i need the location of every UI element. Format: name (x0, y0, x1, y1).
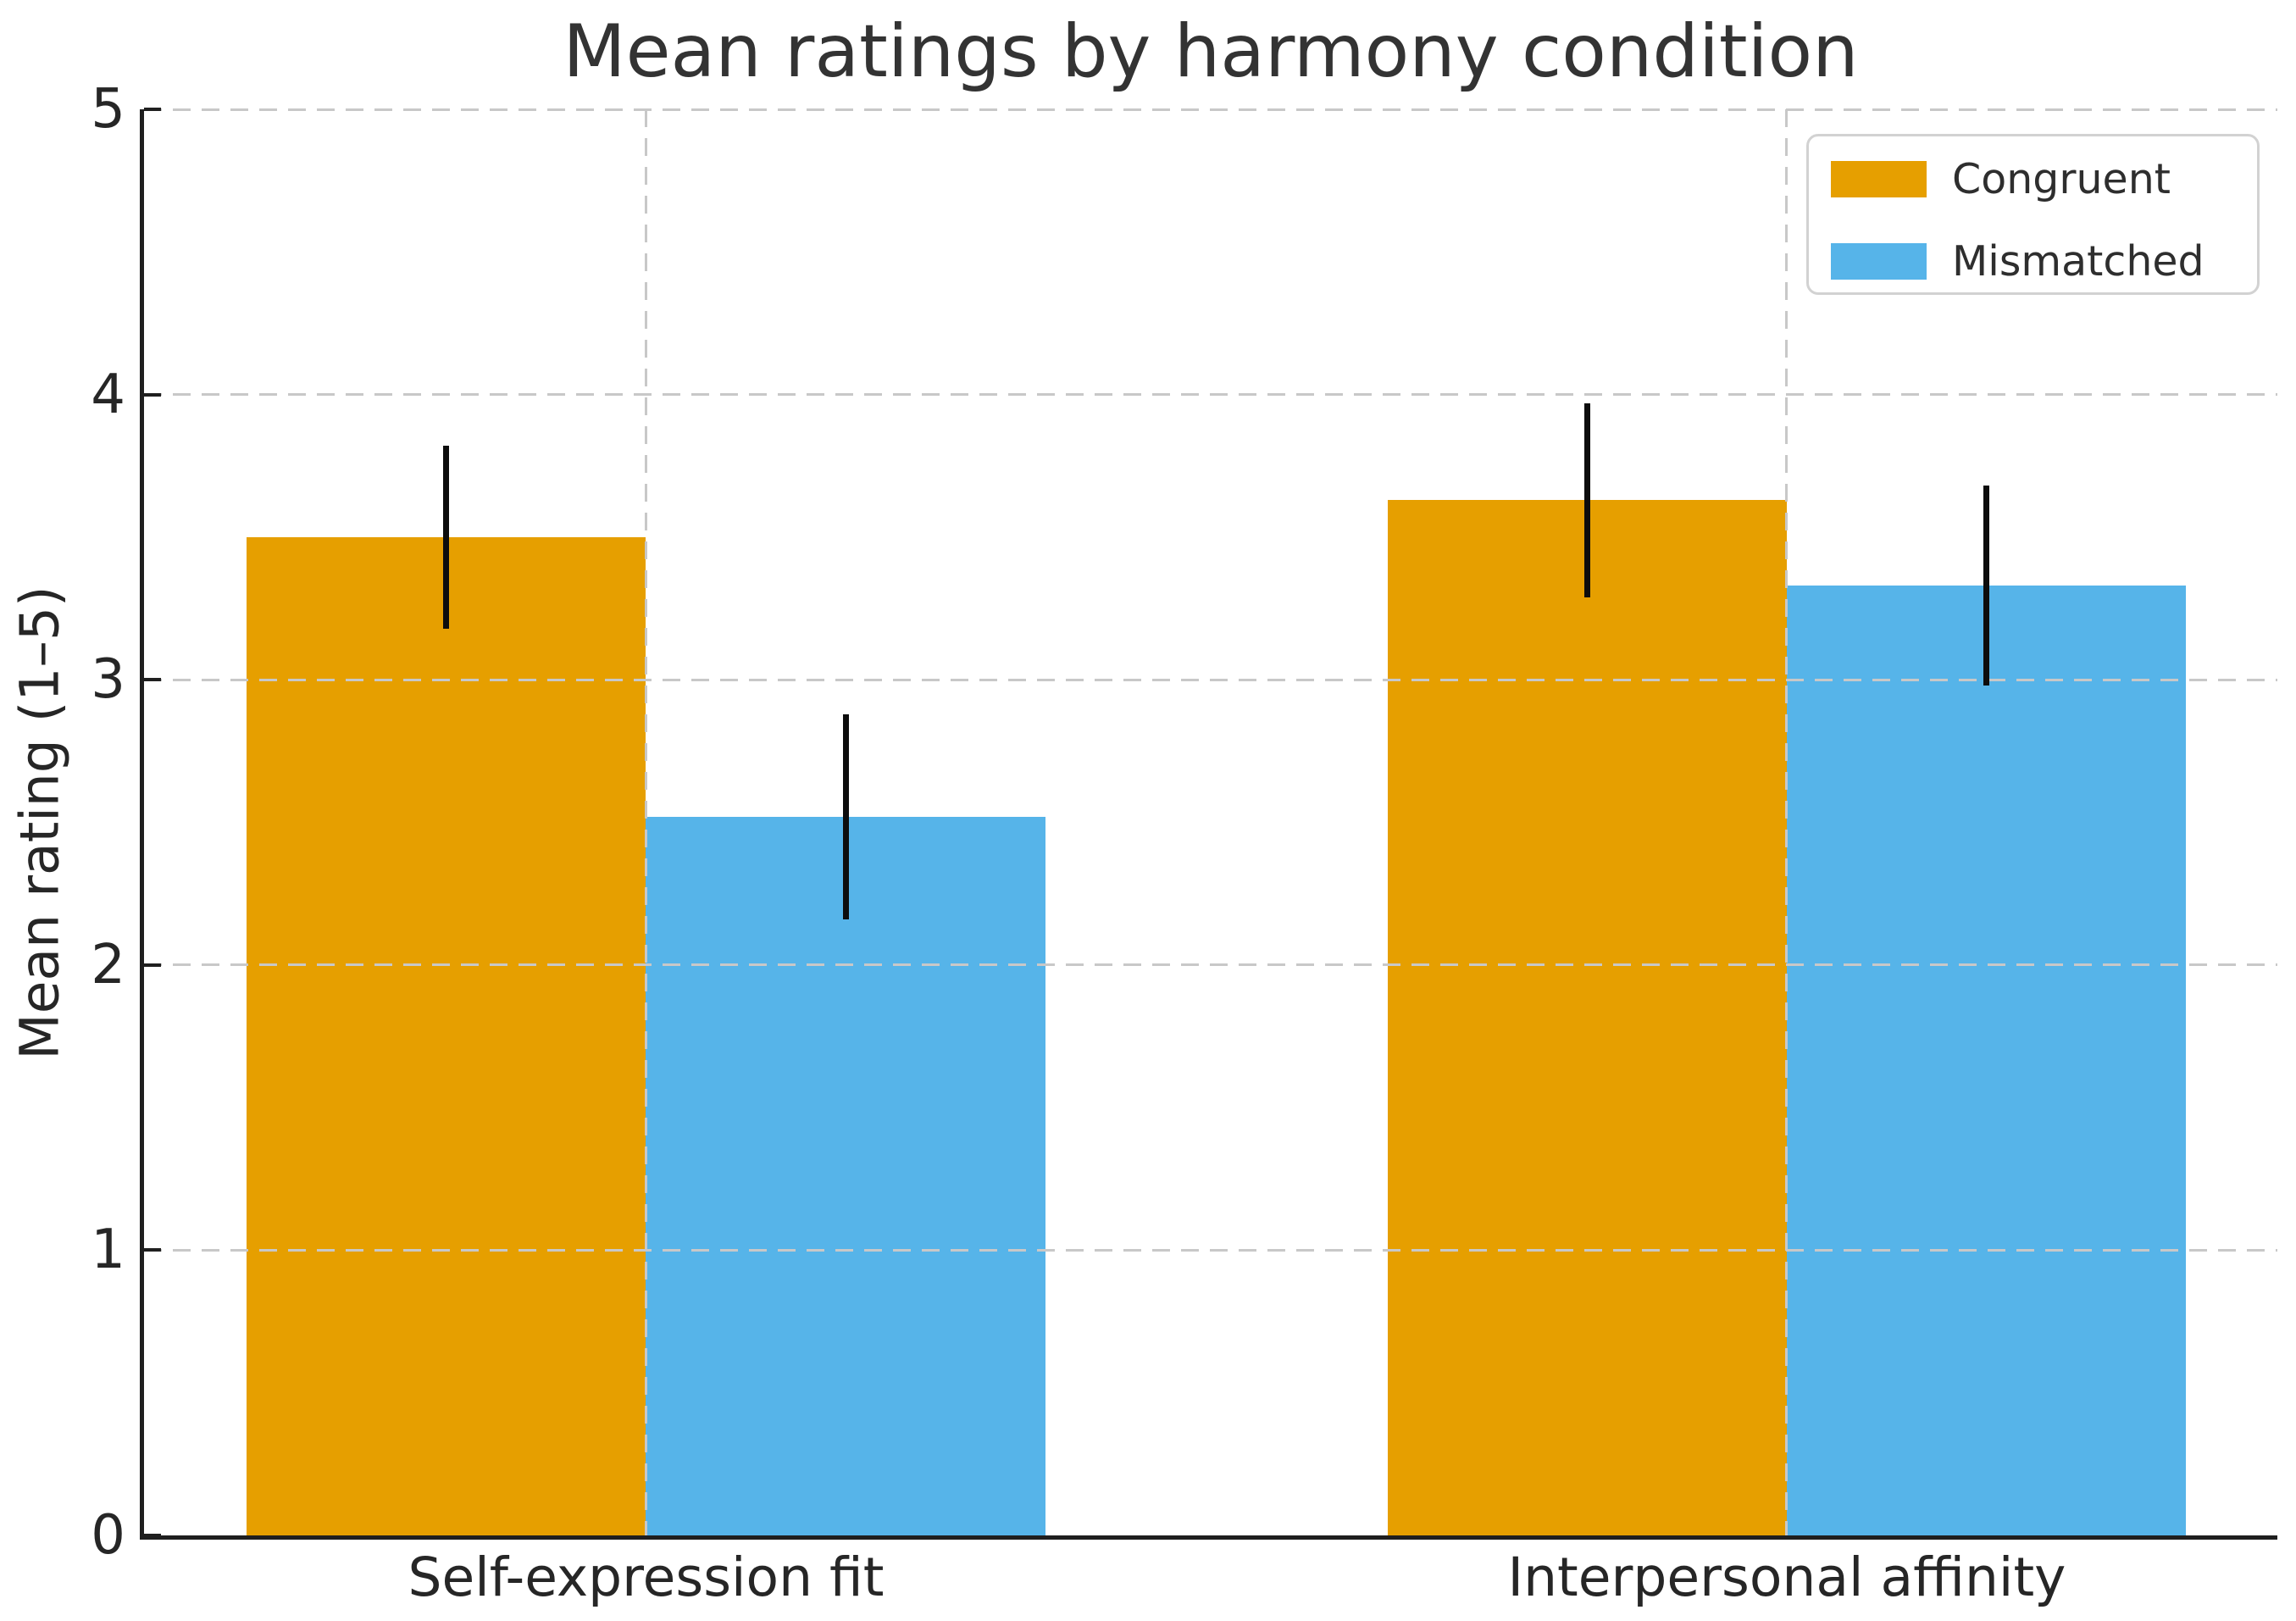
y-tick-mark (144, 1534, 161, 1537)
plot-area (140, 108, 2277, 1540)
y-tick-mark (144, 678, 161, 682)
gridline-vertical (1785, 109, 1789, 1535)
error-bar-mismatched-0 (842, 713, 849, 919)
gridline-horizontal (144, 393, 2277, 397)
y-tick-mark (144, 963, 161, 967)
gridline-horizontal (144, 678, 2277, 681)
bar-mismatched-1 (1786, 586, 2187, 1535)
y-tick-label: 4 (91, 363, 125, 426)
gridline-vertical (644, 109, 647, 1535)
gridline-horizontal (144, 1248, 2277, 1252)
legend-swatch-mismatched (1831, 243, 1927, 280)
x-category-label: Self-expression fit (408, 1546, 885, 1608)
y-tick-mark (144, 392, 161, 397)
legend-label: Mismatched (1952, 237, 2204, 286)
x-category-label: Interpersonal affinity (1507, 1546, 2066, 1608)
error-bar-congruent-0 (443, 446, 450, 629)
gridline-horizontal (144, 108, 2277, 111)
y-tick-mark (144, 1248, 161, 1252)
bar-congruent-0 (247, 536, 646, 1535)
error-bar-mismatched-1 (1983, 486, 1990, 686)
gridline-horizontal (144, 963, 2277, 967)
y-tick-label: 3 (91, 648, 125, 712)
legend-swatch-congruent (1831, 161, 1927, 197)
legend-item: Mismatched (1831, 241, 2235, 282)
y-tick-label: 0 (91, 1504, 125, 1567)
bar-congruent-1 (1387, 500, 1787, 1535)
y-tick-label: 1 (91, 1219, 125, 1282)
y-tick-label: 2 (91, 933, 125, 996)
error-bar-congruent-1 (1583, 402, 1590, 597)
legend-label: Congruent (1952, 155, 2171, 203)
y-tick-label: 5 (91, 78, 125, 141)
legend: Congruent Mismatched (1806, 134, 2260, 295)
chart-title: Mean ratings by harmony condition (563, 9, 1859, 94)
legend-item: Congruent (1831, 158, 2235, 200)
bar-mismatched-0 (646, 816, 1045, 1535)
y-tick-mark (144, 108, 161, 111)
